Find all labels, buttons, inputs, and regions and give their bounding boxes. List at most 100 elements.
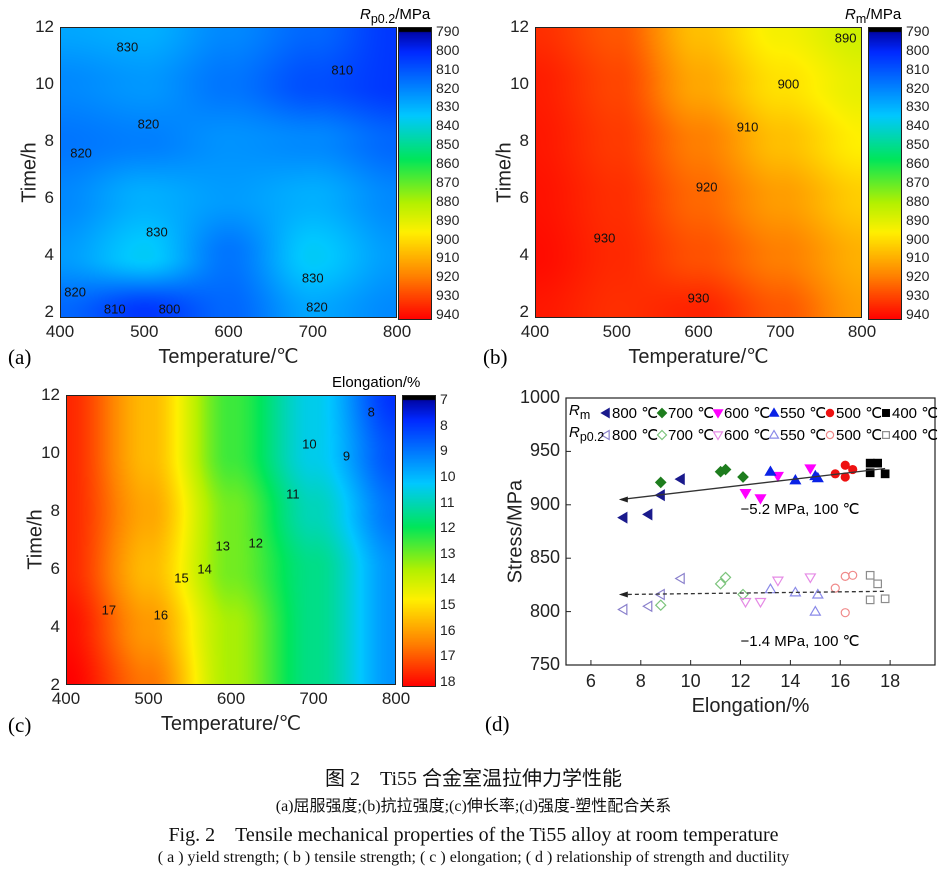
contour-label: 890: [834, 30, 857, 46]
marker-tri-up: [789, 586, 802, 597]
y-tick-label: 2: [519, 302, 529, 322]
marker-square: [882, 409, 890, 417]
trend-annotation: −1.4 MPa, 100 ℃: [740, 632, 860, 650]
legend-row-label: Rm: [569, 402, 590, 422]
marker-tri-down: [754, 597, 767, 609]
y-tick-label: 8: [44, 131, 54, 151]
legend-entry-label: 550 ℃: [780, 427, 827, 444]
colorbar-tick-label: 850: [906, 136, 930, 153]
y-tick-label: 800: [529, 600, 560, 621]
caption-en-title: Fig. 2 Tensile mechanical properties of …: [168, 824, 779, 846]
x-tick-label: 12: [730, 671, 751, 691]
x-tick-label: 500: [130, 322, 159, 341]
contour-label: 910: [736, 119, 759, 135]
legend-entry-label: 400 ℃: [892, 427, 939, 444]
colorbar-title-part: m: [855, 12, 867, 26]
legend-label-part: m: [579, 408, 591, 422]
colorbar-tick-label: 840: [906, 117, 930, 134]
y-tick-label: 6: [519, 188, 529, 208]
legend-entry-label: 400 ℃: [892, 405, 939, 422]
marker-tri-down: [739, 488, 752, 500]
legend-label-part: R: [569, 402, 580, 419]
colorbar-tick-label: 860: [436, 155, 460, 172]
y-tick-label: 10: [35, 74, 54, 94]
y-tick-label: 12: [35, 17, 54, 36]
colorbar-tick-label: 18: [440, 673, 456, 689]
colorbar-title: Rp0.2/MPa: [360, 6, 430, 26]
colorbar-tick-label: 920: [436, 268, 460, 285]
colorbar-title-part: R: [360, 6, 371, 23]
marker-tri-left: [642, 600, 653, 613]
panel-label: (b): [483, 345, 508, 369]
contour-label: 16: [153, 607, 169, 623]
panel-label: (c): [8, 713, 32, 737]
marker-tri-left: [674, 473, 685, 486]
colorbar-tick-label: 860: [906, 155, 930, 172]
colorbar-tick-label: 12: [440, 519, 456, 536]
colorbar-tick-label: 11: [440, 493, 455, 510]
contour-label: 820: [137, 116, 160, 132]
marker-diamond: [656, 429, 668, 441]
marker-circle: [840, 571, 850, 581]
legend-entry-label: 550 ℃: [780, 405, 827, 422]
panel-label: (a): [8, 345, 32, 369]
y-tick-label: 900: [529, 493, 560, 514]
colorbar-tick-label: 810: [906, 60, 930, 77]
contour-label: 820: [306, 299, 328, 315]
marker-tri-down: [771, 576, 784, 587]
y-tick-label: 8: [50, 501, 60, 520]
colorbar-title: Rm/MPa: [845, 6, 901, 26]
legend-entry-label: 500 ℃: [836, 405, 883, 422]
colorbar-tick-label: 850: [436, 136, 460, 153]
colorbar-tick-label: 840: [436, 117, 460, 134]
y-tick-label: 750: [529, 654, 560, 674]
colorbar-tick-label: 15: [440, 596, 456, 613]
marker-diamond: [656, 407, 668, 419]
marker-circle: [830, 583, 840, 593]
caption-en-subtitle: ( a ) yield strength; ( b ) tensile stre…: [157, 849, 790, 866]
marker-tri-down: [739, 597, 752, 609]
colorbar-tick-label: 830: [436, 98, 460, 115]
colorbar-tick-label: 880: [906, 192, 930, 209]
colorbar-tick-label: 790: [436, 23, 460, 39]
y-tick-label: 4: [44, 245, 54, 265]
contour-label: 800: [158, 301, 181, 317]
heatmap-canvas: [66, 395, 396, 685]
x-tick-label: 600: [214, 322, 243, 341]
colorbar-tick-label: 890: [436, 211, 460, 228]
marker-tri-up: [764, 582, 777, 594]
plot-frame: [535, 27, 862, 318]
plot-frame: [565, 397, 936, 666]
x-tick-label: 500: [602, 322, 631, 341]
y-tick-label: 1000: [519, 387, 560, 407]
colorbar-title-part: p0.2: [370, 12, 396, 26]
marker-square: [880, 469, 890, 479]
contour-label: 8: [367, 404, 375, 420]
y-tick-label: 2: [44, 302, 54, 322]
marker-tri-up: [811, 471, 824, 483]
y-tick-label: 12: [41, 385, 60, 404]
colorbar-tick-label: 910: [436, 249, 460, 266]
legend-entry-label: 700 ℃: [668, 427, 715, 444]
colorbar-tick-label: 820: [906, 79, 930, 96]
marker-tri-left: [600, 407, 610, 419]
colorbar-tick-label: 910: [906, 249, 930, 266]
colorbar-tick-label: 10: [440, 467, 456, 484]
legend-entry-label: 700 ℃: [668, 405, 715, 422]
colorbar-tick-label: 930: [436, 287, 460, 304]
contour-label: 820: [70, 145, 92, 161]
marker-tri-down: [804, 573, 817, 584]
marker-circle: [840, 460, 850, 470]
trend-line: [620, 467, 886, 501]
legend-entry-label: 600 ℃: [724, 405, 771, 422]
marker-tri-left: [674, 572, 685, 585]
colorbar-tick-label: 17: [440, 647, 456, 664]
x-tick-label: 6: [585, 671, 596, 691]
x-tick-label: 18: [880, 671, 901, 691]
x-tick-label: 700: [298, 322, 327, 341]
marker-tri-up: [768, 429, 780, 439]
colorbar-tick-label: 870: [436, 173, 460, 190]
marker-tri-left: [617, 511, 628, 524]
colorbar-tick-label: 920: [906, 268, 930, 285]
marker-diamond: [737, 471, 749, 483]
